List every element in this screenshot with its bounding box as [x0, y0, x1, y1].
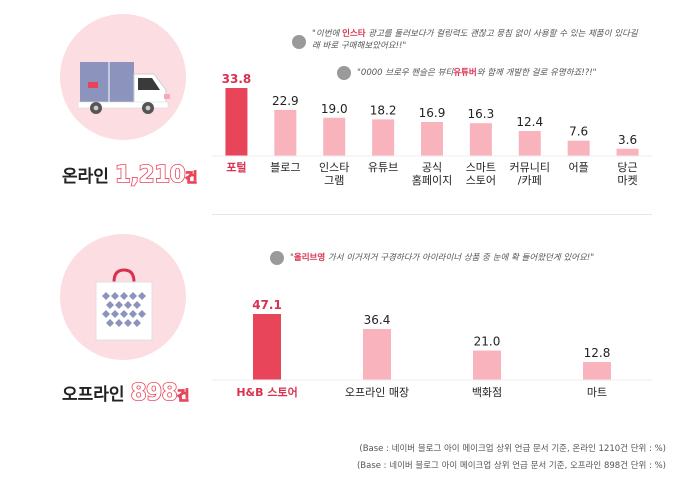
category-label: 커뮤니티	[510, 161, 550, 174]
offline-channel-bar-chart: 47.1 H&B 스토어 36.4 오프라인 매장 21.0 백화점 12.8 마트	[212, 298, 652, 399]
value-label: 22.9	[272, 94, 299, 108]
truck-icon	[77, 62, 170, 114]
offline-unit: 건	[176, 388, 190, 404]
category-label: 홈페이지	[412, 173, 452, 187]
offline-count-label: 오프라인 898 건	[62, 379, 190, 407]
bar	[518, 131, 541, 156]
online-label: 온라인	[62, 167, 109, 187]
category-label: 어플	[569, 161, 589, 174]
online-count: 1,210	[114, 161, 186, 189]
bar	[225, 88, 248, 156]
value-label: 12.8	[584, 346, 611, 360]
category-label: 마켓	[617, 174, 637, 187]
value-label: 3.6	[618, 133, 637, 147]
bar	[583, 362, 611, 380]
value-label: 21.0	[474, 335, 501, 349]
online-count-label: 온라인 1,210 건	[62, 161, 198, 189]
category-label: 백화점	[472, 386, 502, 399]
category-label: 오프라인 매장	[345, 386, 409, 399]
category-label: 스마트	[466, 161, 496, 174]
category-label: 포털	[226, 161, 246, 174]
category-label: H&B 스토어	[236, 385, 297, 399]
category-label: 그램	[324, 174, 344, 187]
offline-label: 오프라인	[62, 385, 125, 405]
bar	[616, 148, 639, 156]
value-label: 16.3	[468, 107, 495, 121]
value-label: 18.2	[370, 103, 397, 117]
online-unit: 건	[185, 170, 198, 186]
value-label: 12.4	[516, 115, 543, 129]
bar	[274, 109, 297, 156]
bar	[567, 140, 590, 156]
bar	[363, 328, 391, 380]
bar	[372, 119, 395, 156]
bar	[421, 122, 443, 156]
value-label: 16.9	[419, 106, 446, 120]
category-label: 당근	[617, 161, 637, 174]
offline-count: 898	[130, 379, 179, 407]
user-avatar-icon	[337, 66, 351, 80]
section-divider	[212, 214, 652, 215]
value-label: 33.8	[222, 72, 252, 86]
value-label: 19.0	[321, 102, 348, 116]
bar	[323, 117, 346, 156]
category-label: 마트	[587, 386, 607, 399]
online-quote-1: "이번에 인스타 광고를 둘러보다가 컬링력도 괜찮고 뭉침 없이 사용할 수 …	[312, 29, 638, 51]
user-avatar-icon	[292, 35, 306, 49]
category-label: /카페	[518, 174, 542, 187]
online-quote-2: "0000 브로우 펜슬은 뷰티유튜버와 함께 개발한 걸로 유명하죠!?!"	[357, 68, 597, 78]
bar	[473, 350, 501, 380]
shopping-bag-icon	[95, 268, 153, 341]
user-avatar-icon	[270, 251, 284, 265]
value-label: 47.1	[252, 298, 282, 312]
value-label: 36.4	[364, 313, 391, 327]
category-label: 스토어	[466, 174, 496, 187]
offline-quote-1: "올리브영 가서 이거저거 구경하다가 아이라이너 상품 중 눈에 확 들어왔던…	[290, 253, 595, 263]
category-label: 블로그	[270, 161, 300, 174]
category-label: 공식	[422, 161, 442, 174]
value-label: 7.6	[569, 125, 588, 139]
online-base-footnote: (Base : 네이버 블로그 아이 메이크업 상위 언급 문서 기준, 온라인…	[359, 444, 666, 454]
bar	[469, 123, 492, 156]
category-label: 유튜브	[368, 161, 398, 174]
offline-base-footnote: (Base : 네이버 블로그 아이 메이크업 상위 언급 문서 기준, 오프라…	[356, 461, 666, 471]
bar	[253, 314, 281, 380]
category-label: 인스타	[319, 161, 349, 174]
